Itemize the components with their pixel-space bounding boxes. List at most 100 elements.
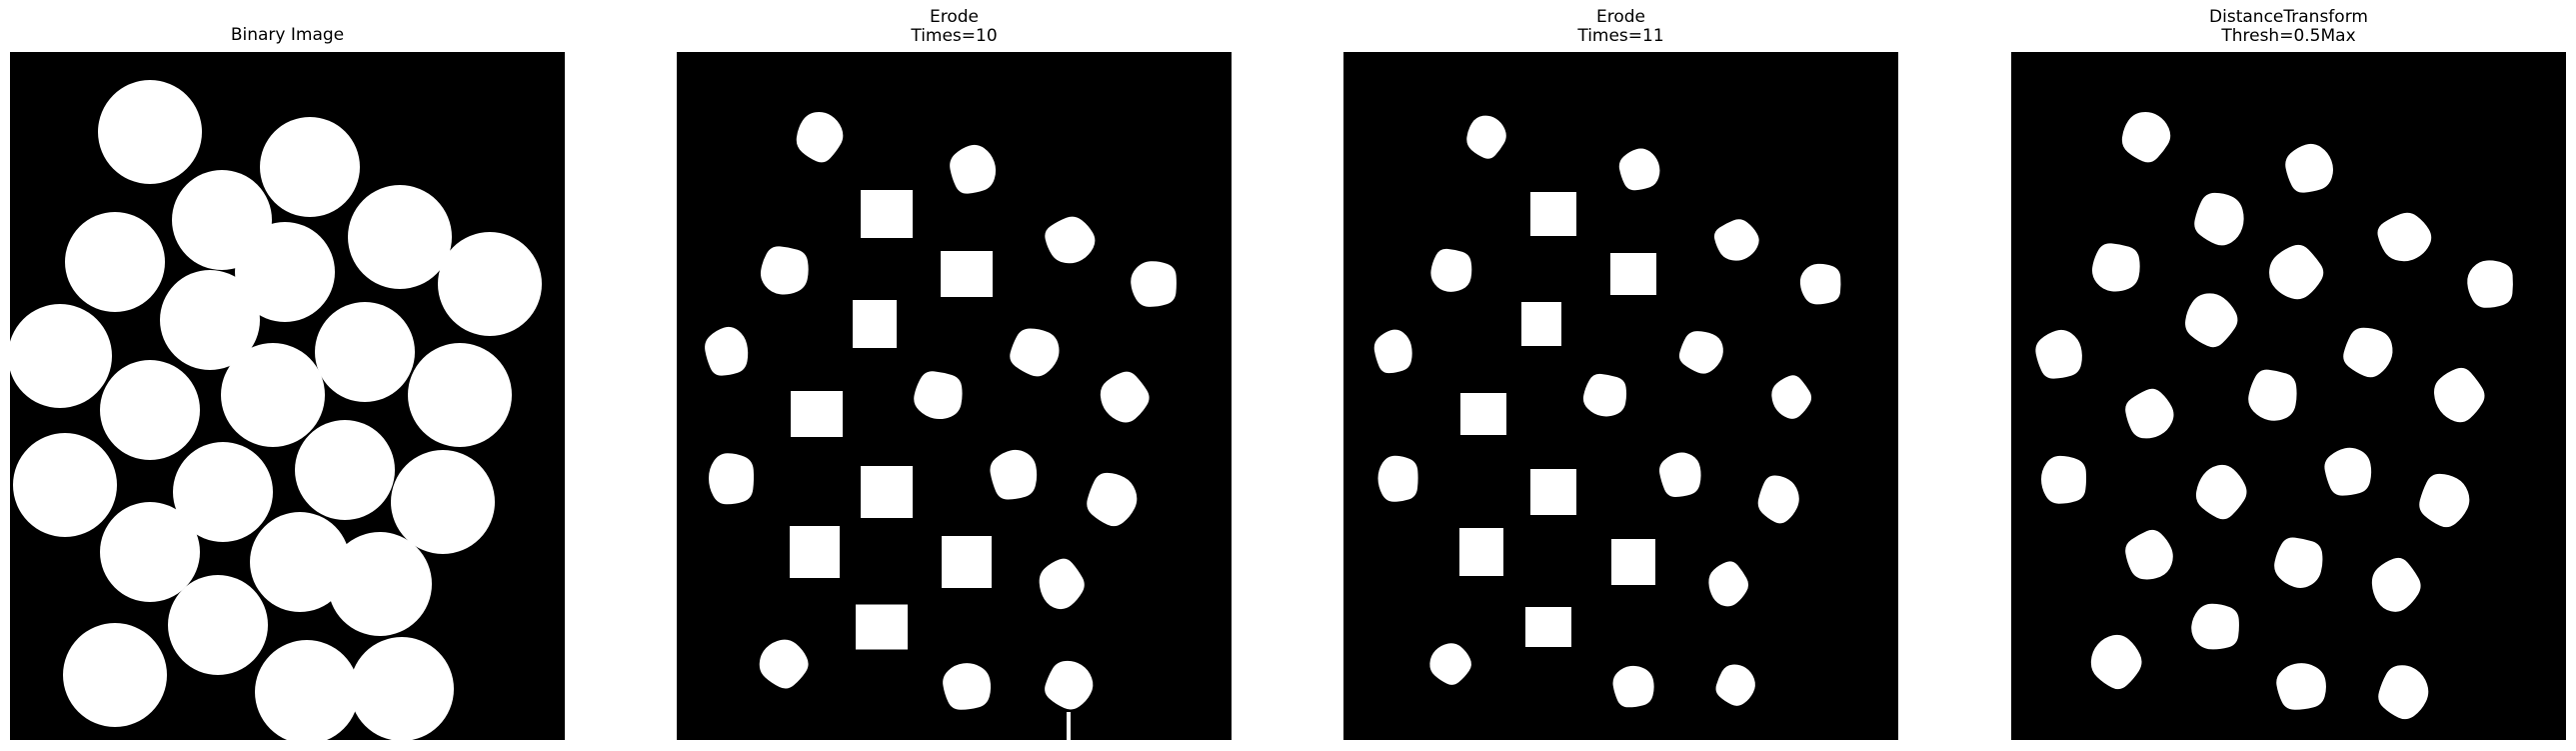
binary-circle	[250, 512, 350, 612]
image-axes	[10, 52, 565, 740]
binary-circle	[315, 302, 415, 402]
binary-blob	[1610, 253, 1656, 295]
binary-circle	[348, 185, 452, 289]
binary-circle	[10, 304, 112, 408]
binary-blob	[2467, 260, 2513, 308]
binary-blob	[2371, 557, 2421, 612]
binary-blob	[2194, 192, 2244, 246]
panel-title: Erode Times=10	[911, 7, 998, 46]
binary-blob	[1525, 607, 1571, 647]
binary-circle	[235, 222, 335, 322]
binary-blob	[1530, 469, 1576, 515]
binary-blob	[2191, 603, 2239, 650]
binary-blob	[1611, 539, 1655, 585]
binary-blob	[1373, 329, 1412, 374]
binary-blob	[1460, 393, 1506, 435]
binary-circle	[13, 433, 117, 537]
binary-blob	[1659, 452, 1701, 498]
binary-blob	[796, 112, 844, 163]
distance-transform-plot	[2011, 52, 2566, 740]
binary-blob	[2378, 665, 2429, 720]
binary-circle	[438, 232, 542, 336]
binary-blob	[1045, 660, 1094, 710]
binary-blob	[861, 190, 913, 238]
binary-blob	[1045, 216, 1096, 264]
binary-blob	[1799, 263, 1841, 305]
binary-blob	[1713, 219, 1759, 261]
binary-image-plot	[10, 52, 565, 740]
image-axes	[677, 52, 1232, 740]
binary-circle	[221, 343, 325, 447]
binary-blob	[708, 453, 755, 505]
binary-blob	[914, 371, 963, 420]
binary-blob	[2090, 634, 2142, 690]
binary-blob	[1708, 561, 1749, 607]
binary-blob	[1039, 558, 1085, 610]
binary-blob	[1757, 475, 1799, 524]
panel-title: Binary Image	[230, 25, 345, 45]
binary-blob	[2195, 464, 2247, 520]
binary-circle	[65, 212, 165, 312]
binary-blob	[2274, 537, 2323, 588]
binary-blob	[2419, 473, 2470, 528]
binary-circle	[391, 450, 495, 554]
binary-blob	[943, 663, 992, 710]
binary-blob	[2377, 212, 2432, 262]
binary-blob	[2324, 447, 2372, 496]
binary-circle	[160, 270, 260, 370]
binary-blob	[760, 246, 809, 295]
erode-11-plot	[1343, 52, 1898, 740]
binary-blob	[1377, 455, 1418, 502]
binary-blob	[1459, 528, 1503, 576]
panel-title: Erode Times=11	[1577, 7, 1664, 46]
binary-blob	[941, 251, 993, 297]
binary-circle	[408, 343, 512, 447]
binary-blob	[856, 604, 908, 650]
binary-blob	[1131, 261, 1177, 307]
binary-blob	[942, 536, 992, 588]
binary-blob	[2434, 367, 2485, 423]
binary-blob	[853, 300, 897, 348]
binary-blob	[2276, 663, 2326, 710]
binary-blob	[2248, 369, 2297, 421]
binary-circle	[168, 575, 268, 675]
binary-circle	[295, 420, 395, 520]
image-axes	[1343, 52, 1898, 740]
binary-blob	[1010, 328, 1060, 377]
binary-blob	[2040, 455, 2087, 504]
binary-circle	[173, 442, 273, 542]
binary-circle	[260, 117, 360, 217]
binary-blob	[861, 466, 913, 518]
binary-blob	[791, 391, 843, 437]
binary-blob	[1521, 302, 1561, 346]
binary-blob	[1466, 115, 1506, 159]
binary-blob	[990, 449, 1038, 500]
binary-blob	[1100, 371, 1150, 423]
binary-blob	[2091, 243, 2140, 292]
binary-blob	[1612, 665, 1654, 708]
binary-blob	[1429, 643, 1471, 685]
binary-blob	[790, 526, 840, 578]
binary-circle	[98, 80, 202, 184]
binary-circle	[328, 532, 432, 636]
binary-blob	[2125, 529, 2173, 580]
binary-circle	[255, 640, 359, 740]
binary-blob	[705, 326, 749, 376]
binary-blob	[1582, 373, 1627, 417]
binary-blob	[2121, 112, 2171, 163]
binary-blob	[1067, 712, 1071, 740]
binary-blob	[759, 639, 809, 689]
binary-blob	[1678, 331, 1723, 374]
binary-blob	[2285, 143, 2334, 193]
binary-blob	[2035, 329, 2082, 379]
binary-blob	[1771, 375, 1812, 419]
erode-10-plot	[677, 52, 1232, 740]
binary-blob	[950, 144, 997, 194]
panel-title: DistanceTransform Thresh=0.5Max	[2209, 7, 2368, 46]
binary-blob	[1715, 664, 1755, 706]
binary-blob	[2185, 293, 2238, 348]
binary-circle	[100, 360, 200, 460]
binary-blob	[1530, 192, 1576, 236]
binary-blob	[1430, 248, 1472, 292]
